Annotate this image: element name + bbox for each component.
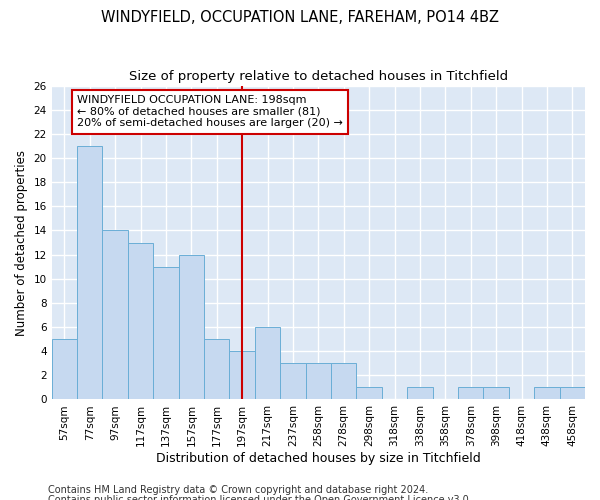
Bar xyxy=(77,146,103,400)
Text: WINDYFIELD OCCUPATION LANE: 198sqm
← 80% of detached houses are smaller (81)
20%: WINDYFIELD OCCUPATION LANE: 198sqm ← 80%… xyxy=(77,95,343,128)
Bar xyxy=(305,363,331,400)
Bar xyxy=(484,388,509,400)
Bar xyxy=(153,266,179,400)
Bar xyxy=(534,388,560,400)
Bar xyxy=(255,327,280,400)
Bar xyxy=(229,351,255,400)
X-axis label: Distribution of detached houses by size in Titchfield: Distribution of detached houses by size … xyxy=(156,452,481,465)
Text: Contains public sector information licensed under the Open Government Licence v3: Contains public sector information licen… xyxy=(48,495,472,500)
Bar xyxy=(52,339,77,400)
Title: Size of property relative to detached houses in Titchfield: Size of property relative to detached ho… xyxy=(129,70,508,83)
Bar xyxy=(356,388,382,400)
Bar xyxy=(280,363,305,400)
Bar xyxy=(179,254,204,400)
Text: WINDYFIELD, OCCUPATION LANE, FAREHAM, PO14 4BZ: WINDYFIELD, OCCUPATION LANE, FAREHAM, PO… xyxy=(101,10,499,25)
Y-axis label: Number of detached properties: Number of detached properties xyxy=(15,150,28,336)
Bar xyxy=(331,363,356,400)
Bar xyxy=(560,388,585,400)
Bar xyxy=(407,388,433,400)
Bar xyxy=(128,242,153,400)
Bar xyxy=(103,230,128,400)
Text: Contains HM Land Registry data © Crown copyright and database right 2024.: Contains HM Land Registry data © Crown c… xyxy=(48,485,428,495)
Bar xyxy=(458,388,484,400)
Bar xyxy=(204,339,229,400)
